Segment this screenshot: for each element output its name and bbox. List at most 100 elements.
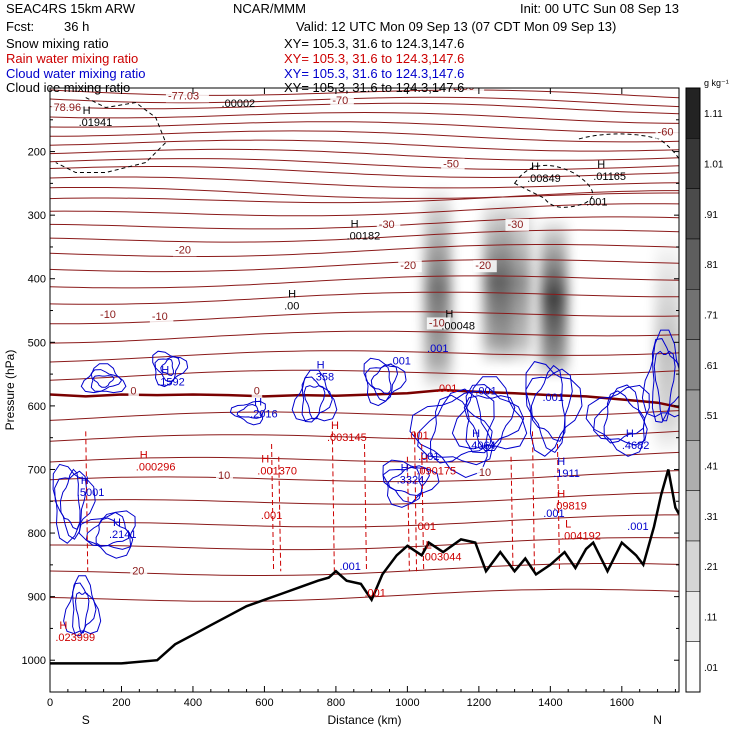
temperature-label-bg [441,88,485,93]
extremum-value: .001 [542,392,563,404]
colorbar-segment [685,540,701,592]
temperature-contour [50,311,679,325]
temperature-contour [50,563,679,576]
x-tick-label: 200 [112,697,130,709]
temperature-label-bg [251,385,263,398]
extremum-marker: H [420,454,428,466]
cloud-water-contour [154,355,181,383]
extremum-marker: H [140,450,148,462]
extremum-marker: L [426,539,432,551]
temperature-label-bg [128,385,139,398]
x-tick-label: 1600 [610,697,634,709]
temperature-label-bg [473,260,497,273]
extremum-value: .09819 [553,501,587,513]
x-axis-label: Distance (km) [327,713,401,727]
zero-isotherm [50,388,679,409]
cloud-water-contour [59,468,81,530]
colorbar-label: .31 [704,512,718,523]
field-cloud-ice: Cloud ice mixing ratio [6,80,131,95]
cloud-water-contour [85,511,134,550]
model-title: SEAC4RS 15km ARW [6,1,136,16]
x-tick-label: 800 [327,697,345,709]
temperature-contour [50,492,679,505]
extremum-marker: H [351,218,359,230]
extremum-value: .5001 [77,487,105,499]
colorbar-segment [685,591,701,642]
rain-contour [85,431,89,572]
temperature-contour [50,470,679,483]
temperature-contour [50,89,679,99]
field-cloud-water: Cloud water mixing ratio [6,66,146,81]
extremum-value: .004192 [561,530,601,542]
shading-column [655,234,679,457]
cloud-water-contour [236,403,263,419]
shading-column [540,215,567,381]
colorbar-segment [685,641,701,693]
field-snow: Snow mixing ratio [6,36,109,51]
rain-contour [331,431,335,572]
temperature-label: 0 [130,385,136,397]
extremum-value: .00849 [527,173,561,185]
temperature-contour [50,216,679,230]
temperature-label-bg [149,311,174,324]
shading-column [424,183,451,394]
temperature-label: -50 [443,158,459,170]
init-time: Init: 00 UTC Sun 08 Sep 13 [520,1,679,16]
temperature-label-bg [165,90,209,103]
cloud-water-contour [92,375,115,388]
rain-contour [271,444,275,572]
temperature-contour [50,430,679,442]
cloud-water-contour [80,363,127,394]
temperature-label-bg [130,565,148,578]
extremum-value: .090175 [416,466,456,478]
cloud-water-contour [382,459,440,508]
temperature-contour [50,148,679,161]
colorbar-label: .91 [704,210,718,221]
temperature-label: -10 [152,311,168,323]
extremum-marker: L [565,518,571,530]
extremum-marker: H [113,517,121,529]
extremum-value: .001 [475,385,496,397]
extremum-value: .2016 [250,408,278,420]
cloud-water-contour [90,369,122,392]
temperature-contour [50,130,679,143]
valid-time: Valid: 12 UTC Mon 09 Sep 13 (07 CDT Mon … [296,19,617,34]
colorbar-unit: g kg⁻¹ [704,78,729,88]
extremum-marker: H [317,359,325,371]
colorbar-segment [685,238,701,290]
rain-contour [556,444,560,572]
temperature-label: -30 [507,219,523,231]
extremum-value: .4682 [622,440,650,452]
extremum-marker: H [331,420,339,432]
x-tick-label: 0 [47,697,53,709]
field-rain: Rain water mixing ratio [6,51,139,66]
rain-contour [406,456,410,572]
extremum-marker: H [531,161,539,173]
extremum-value: .001370 [257,466,297,478]
temperature-label: -77.03 [168,90,199,102]
extremum-marker: H [261,454,269,466]
extremum-value: .00 [284,300,299,312]
colorbar-segment [685,440,701,491]
cloud-water-contour [365,363,399,402]
extremum-marker: H [557,489,565,501]
cloud-water-contour [387,466,423,497]
x-tick-label: 600 [255,697,273,709]
temperature-label: -10 [100,309,116,321]
temperature-label: 20 [132,565,144,577]
cloud-water-contour [229,400,266,426]
cloud-water-contour [463,395,516,451]
y-tick-label: 400 [28,274,46,286]
colorbar-label: .21 [704,562,718,573]
colorbar-segment [685,87,701,139]
cloud-water-contour [160,358,174,377]
temperature-contour [50,139,679,152]
extremum-marker: H [288,288,296,300]
cloud-water-contour [465,383,525,454]
temperature-contour [50,190,679,204]
y-tick-label: 900 [28,592,46,604]
temperature-label-bg [398,260,422,273]
extremum-value: .4064 [468,440,496,452]
forecast-label: Fcst: [6,19,35,34]
temperature-label: -20 [175,244,191,256]
